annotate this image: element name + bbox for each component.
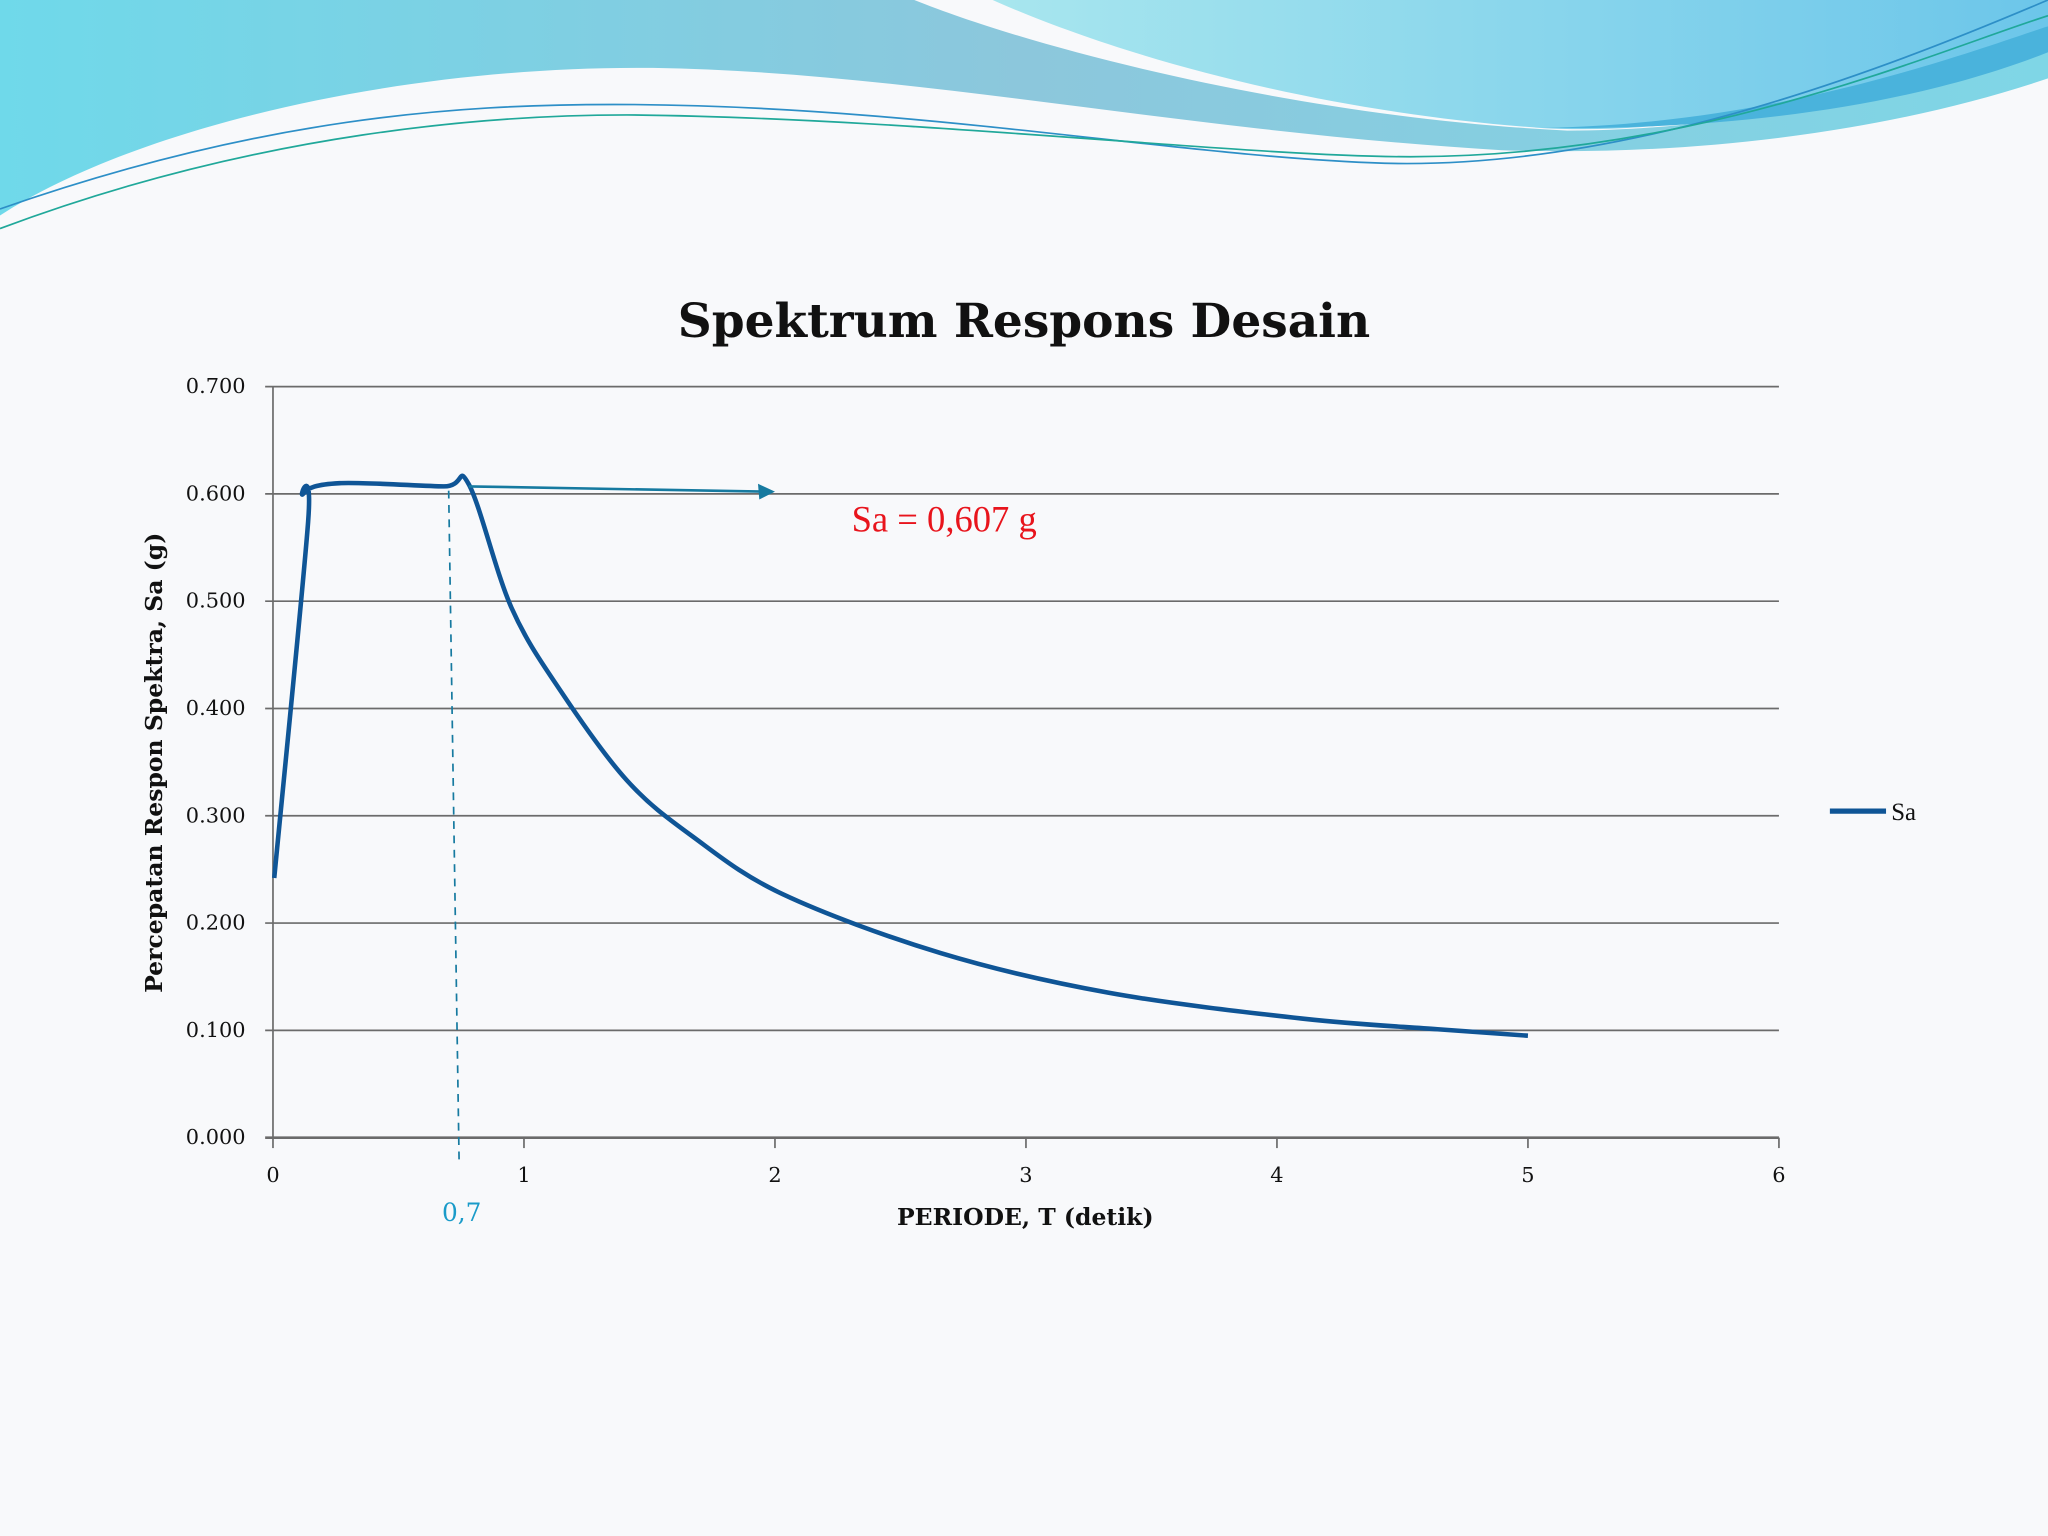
sa-value-annotation: Sa = 0,607 g	[852, 499, 1037, 540]
x-tick-label: 5	[1521, 1163, 1534, 1187]
y-axis-label: Percepatan Respon Spektra, Sa (g)	[140, 533, 168, 993]
y-tick-label: 0.300	[186, 803, 246, 827]
period-marker-dashed-line	[447, 490, 460, 1163]
y-tick-label: 0.700	[186, 374, 246, 398]
legend-label-sa: Sa	[1891, 799, 1916, 826]
legend: Sa	[1829, 799, 1916, 826]
x-axis-label: PERIODE, T (detik)	[897, 1203, 1154, 1231]
x-tick-label: 3	[1019, 1163, 1032, 1187]
y-tick-label: 0.100	[186, 1018, 246, 1042]
chart-title: Spektrum Respons Desain	[678, 294, 1370, 349]
series-line-sa	[271, 473, 1529, 1038]
header-wave-decoration	[0, 0, 2048, 230]
y-tick-label: 0.400	[186, 696, 246, 720]
x-tick-label: 4	[1270, 1163, 1283, 1187]
arrow-line	[468, 485, 762, 493]
x-tick-label: 1	[517, 1163, 530, 1187]
x-tick-label: 2	[768, 1163, 781, 1187]
period-marker-label: 0,7	[442, 1198, 481, 1227]
y-tick-label: 0.200	[186, 911, 246, 935]
y-tick-label: 0.500	[186, 589, 246, 613]
y-tick-label: 0.000	[186, 1125, 246, 1149]
y-tick-label: 0.600	[186, 481, 246, 505]
x-tick-label: 0	[266, 1163, 279, 1187]
arrow-head-icon	[757, 483, 775, 500]
x-tick-label: 6	[1772, 1163, 1785, 1187]
